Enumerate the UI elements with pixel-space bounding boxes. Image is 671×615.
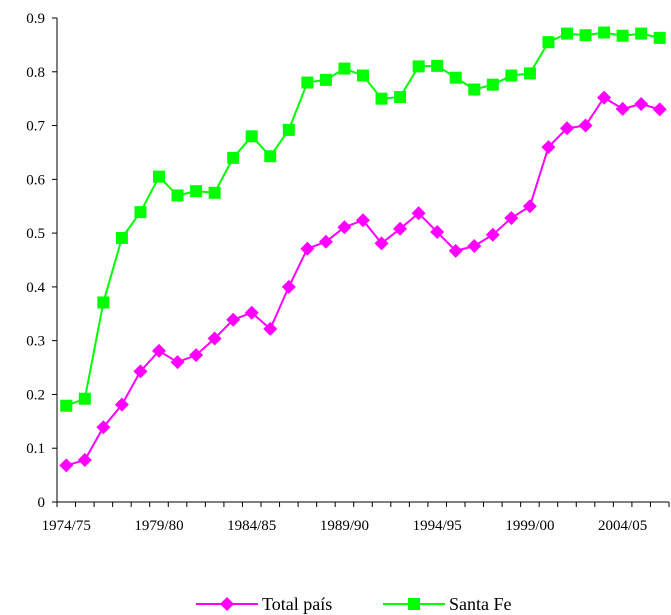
- data-point-santa-fe: [394, 91, 407, 104]
- data-point-total-pa-s: [318, 234, 333, 249]
- data-point-santa-fe: [245, 130, 258, 143]
- data-point-total-pa-s: [152, 343, 166, 358]
- plot-area: 0 0.1 0.2 0.3 0.4 0.5 0.6 0.7 0.8 0.9 1974/75 1979…: [26, 11, 670, 534]
- data-point-total-pa-s: [560, 121, 574, 136]
- data-point-santa-fe: [375, 92, 388, 105]
- y-axis-ticks: 0 0.1 0.2 0.3 0.4 0.5 0.6 0.7 0.8 0.9: [26, 11, 57, 511]
- data-point-santa-fe: [282, 123, 295, 136]
- y-tick-label: 0.6: [26, 172, 45, 188]
- data-point-total-pa-s: [430, 225, 445, 240]
- data-point-total-pa-s: [597, 90, 612, 105]
- data-point-total-pa-s: [485, 227, 500, 242]
- data-point-total-pa-s: [356, 213, 370, 228]
- data-point-total-pa-s: [411, 206, 426, 221]
- data-point-total-pa-s: [374, 236, 389, 251]
- data-point-total-pa-s: [448, 243, 463, 258]
- data-point-total-pa-s: [244, 305, 259, 320]
- data-point-santa-fe: [579, 29, 592, 42]
- data-point-total-pa-s: [59, 458, 74, 473]
- legend-item-total-pais: Total país: [196, 594, 332, 614]
- x-tick-label: 1994/95: [413, 518, 462, 534]
- data-point-santa-fe: [357, 69, 369, 82]
- y-tick-label: 0.4: [26, 280, 45, 296]
- data-point-total-pa-s: [504, 211, 519, 226]
- series-line-total-pa-s: [65, 96, 661, 467]
- y-tick-label: 0.5: [26, 226, 45, 242]
- data-point-santa-fe: [78, 392, 91, 405]
- data-point-total-pa-s: [393, 221, 408, 236]
- data-point-total-pa-s: [522, 199, 537, 214]
- data-point-total-pa-s: [189, 348, 204, 363]
- data-point-santa-fe: [319, 73, 332, 86]
- data-point-santa-fe: [486, 78, 499, 91]
- legend-label-total-pais: Total país: [262, 594, 332, 614]
- data-point-total-pa-s: [634, 97, 649, 112]
- x-tick-label: 1979/80: [134, 518, 183, 534]
- data-point-santa-fe: [190, 185, 203, 198]
- y-tick-label: 0.2: [26, 387, 45, 403]
- data-point-santa-fe: [301, 76, 314, 89]
- data-point-santa-fe: [635, 27, 648, 40]
- legend-label-santa-fe: Santa Fe: [449, 594, 512, 614]
- y-tick-label: 0.3: [26, 334, 45, 350]
- data-point-total-pa-s: [615, 101, 630, 116]
- data-point-total-pa-s: [96, 420, 111, 435]
- y-tick-label: 0.9: [26, 11, 45, 27]
- data-point-santa-fe: [561, 27, 573, 40]
- data-point-santa-fe: [412, 60, 425, 73]
- data-point-total-pa-s: [337, 220, 352, 235]
- x-tick-label: 1989/90: [320, 518, 369, 534]
- y-tick-label: 0: [38, 495, 46, 511]
- data-point-santa-fe: [616, 29, 629, 42]
- data-point-santa-fe: [134, 206, 147, 219]
- data-point-total-pa-s: [300, 241, 315, 256]
- x-tick-label: 2004/05: [598, 518, 647, 534]
- x-axis-ticks: 1974/75 1979/80 1984/85 1989/90 1994/95 1999/…: [42, 502, 670, 534]
- data-point-santa-fe: [208, 186, 221, 199]
- legend-marker-total-pais: [220, 597, 234, 611]
- data-point-santa-fe: [523, 67, 536, 80]
- legend-item-santa-fe: Santa Fe: [383, 594, 512, 614]
- data-point-total-pa-s: [226, 312, 241, 327]
- data-point-total-pa-s: [114, 397, 129, 412]
- data-point-total-pa-s: [467, 239, 482, 254]
- data-point-santa-fe: [264, 150, 277, 163]
- data-point-santa-fe: [468, 83, 481, 96]
- data-point-total-pa-s: [170, 355, 185, 370]
- data-point-santa-fe: [171, 189, 184, 202]
- y-tick-label: 0.1: [26, 441, 45, 457]
- data-point-santa-fe: [653, 31, 666, 44]
- data-point-total-pa-s: [578, 118, 593, 133]
- series-layer: [59, 26, 667, 473]
- data-point-santa-fe: [449, 71, 462, 84]
- legend: Total país Santa Fe: [196, 594, 512, 614]
- data-point-total-pa-s: [133, 364, 148, 379]
- data-point-total-pa-s: [281, 279, 296, 294]
- legend-marker-santa-fe: [408, 598, 420, 610]
- data-point-santa-fe: [431, 59, 444, 72]
- data-point-total-pa-s: [207, 331, 222, 346]
- data-point-santa-fe: [153, 170, 165, 183]
- data-point-total-pa-s: [541, 140, 556, 155]
- x-tick-label: 1984/85: [227, 518, 276, 534]
- data-point-total-pa-s: [652, 102, 667, 117]
- y-tick-label: 0.8: [26, 65, 45, 81]
- y-tick-label: 0.7: [26, 119, 45, 135]
- x-tick-label: 1974/75: [42, 518, 91, 534]
- data-point-total-pa-s: [263, 321, 278, 336]
- data-point-santa-fe: [60, 399, 73, 412]
- data-point-santa-fe: [97, 296, 110, 309]
- data-point-santa-fe: [598, 26, 611, 39]
- data-point-santa-fe: [505, 69, 518, 82]
- data-point-santa-fe: [542, 36, 555, 49]
- x-tick-label: 1999/00: [505, 518, 554, 534]
- data-point-total-pa-s: [77, 453, 92, 468]
- data-point-santa-fe: [115, 231, 128, 244]
- data-point-santa-fe: [338, 62, 351, 75]
- data-point-santa-fe: [227, 151, 240, 164]
